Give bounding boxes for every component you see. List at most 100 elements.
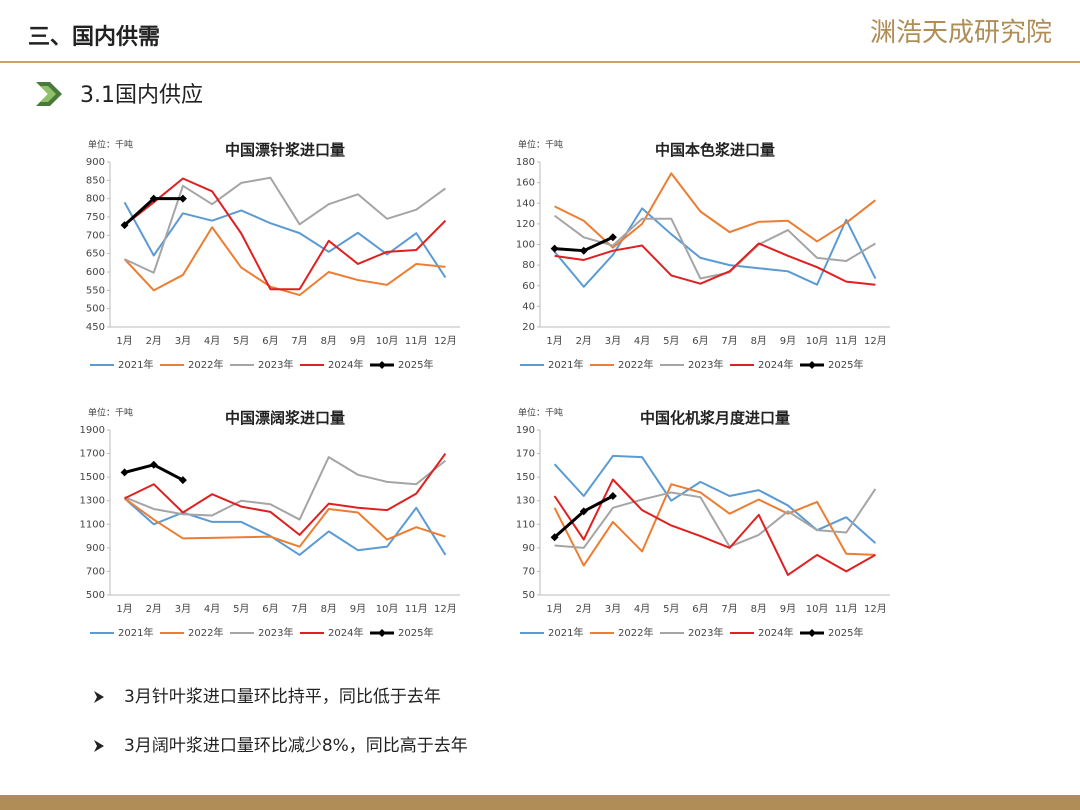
- y-tick-label: 20: [522, 322, 535, 333]
- x-tick-label: 4月: [634, 603, 650, 615]
- legend-label: 2025年: [398, 626, 433, 639]
- x-tick-label: 7月: [721, 603, 737, 615]
- legend-label: 2023年: [688, 626, 723, 639]
- legend-label: 2021年: [118, 358, 153, 371]
- y-tick-label: 1100: [80, 519, 105, 530]
- unit-label: 单位：千吨: [88, 139, 133, 151]
- point-marker: [149, 194, 158, 203]
- legend-marker: [808, 361, 816, 369]
- x-tick-label: 4月: [204, 335, 220, 347]
- series-line: [123, 497, 446, 548]
- legend-marker: [378, 629, 386, 637]
- y-tick-label: 180: [516, 157, 535, 168]
- point-marker: [178, 476, 187, 485]
- x-tick-label: 5月: [233, 603, 249, 615]
- x-tick-label: 7月: [721, 335, 737, 347]
- point-marker: [608, 492, 617, 500]
- series-line: [123, 497, 447, 556]
- series-line: [553, 214, 876, 280]
- series-line: [124, 176, 447, 274]
- legend-label: 2021年: [548, 626, 583, 639]
- x-tick-label: 1月: [546, 603, 562, 615]
- bullet-icon: [94, 740, 104, 752]
- x-tick-label: 1月: [116, 335, 132, 347]
- series-line: [123, 177, 447, 291]
- x-tick-label: 9月: [350, 603, 366, 615]
- y-tick-label: 170: [516, 449, 535, 460]
- y-tick-label: 1900: [80, 425, 105, 436]
- legend-label: 2021年: [548, 358, 583, 371]
- section-icon-inner: [40, 86, 56, 102]
- x-tick-label: 11月: [835, 335, 858, 347]
- x-tick-label: 10月: [806, 603, 829, 615]
- y-tick-label: 90: [522, 543, 535, 554]
- y-tick-label: 900: [86, 543, 105, 554]
- point-marker: [579, 507, 588, 516]
- y-tick-label: 700: [86, 230, 105, 241]
- y-tick-label: 1500: [80, 472, 105, 483]
- legend-label: 2024年: [758, 626, 793, 639]
- x-tick-label: 12月: [864, 603, 887, 615]
- y-tick-label: 600: [86, 267, 105, 278]
- x-tick-label: 12月: [864, 335, 887, 347]
- y-tick-label: 500: [86, 590, 105, 601]
- x-tick-label: 5月: [663, 603, 679, 615]
- y-tick-label: 130: [516, 496, 535, 507]
- x-tick-label: 10月: [376, 335, 399, 347]
- x-tick-label: 4月: [204, 603, 220, 615]
- point-marker: [149, 460, 158, 469]
- bullet-icon: [94, 691, 104, 703]
- point-marker: [120, 221, 129, 230]
- y-tick-label: 190: [516, 425, 535, 436]
- y-tick-label: 40: [522, 301, 535, 312]
- series-line: [554, 488, 877, 549]
- y-tick-label: 900: [86, 157, 105, 168]
- section-title: 3.1国内供应: [80, 83, 203, 108]
- series-line: [553, 454, 877, 544]
- x-tick-label: 3月: [175, 603, 191, 615]
- bullet: 3月针叶浆进口量环比持平，同比低于去年: [124, 687, 441, 707]
- y-tick-label: 150: [516, 472, 535, 483]
- x-tick-label: 11月: [835, 603, 858, 615]
- series-line: [554, 242, 876, 286]
- x-tick-label: 7月: [291, 603, 307, 615]
- y-tick-label: 100: [516, 240, 535, 251]
- x-tick-label: 5月: [233, 335, 249, 347]
- y-tick-label: 50: [522, 590, 535, 601]
- unit-label: 单位：千吨: [88, 407, 133, 419]
- y-tick-label: 750: [86, 212, 105, 223]
- series-line: [553, 494, 614, 539]
- series-line: [553, 478, 876, 576]
- point-marker: [550, 533, 559, 542]
- legend-label: 2023年: [258, 358, 293, 371]
- legend-label: 2025年: [828, 358, 863, 371]
- legend-label: 2022年: [188, 358, 223, 371]
- x-tick-label: 3月: [605, 335, 621, 347]
- y-tick-label: 550: [86, 285, 105, 296]
- legend-label: 2025年: [828, 626, 863, 639]
- unit-label: 单位：千吨: [518, 407, 563, 419]
- x-tick-label: 6月: [262, 603, 278, 615]
- x-tick-label: 3月: [175, 335, 191, 347]
- legend-label: 2022年: [188, 626, 223, 639]
- y-tick-label: 140: [516, 198, 535, 209]
- x-tick-label: 9月: [780, 603, 796, 615]
- point-marker: [120, 468, 129, 477]
- y-tick-label: 1300: [80, 496, 105, 507]
- y-tick-label: 650: [86, 249, 105, 260]
- legend-label: 2022年: [618, 626, 653, 639]
- series-line: [124, 456, 447, 521]
- x-tick-label: 9月: [350, 335, 366, 347]
- x-tick-label: 12月: [434, 603, 457, 615]
- chart-title: 中国漂针浆进口量: [225, 141, 345, 159]
- x-tick-label: 1月: [546, 335, 562, 347]
- y-tick-label: 60: [522, 281, 535, 292]
- footer-bar: [0, 795, 1080, 810]
- x-tick-label: 11月: [405, 335, 428, 347]
- x-tick-label: 11月: [405, 603, 428, 615]
- x-tick-label: 10月: [376, 603, 399, 615]
- point-marker: [178, 194, 187, 203]
- chart-title: 中国化机浆月度进口量: [640, 409, 790, 427]
- point-marker: [608, 233, 617, 242]
